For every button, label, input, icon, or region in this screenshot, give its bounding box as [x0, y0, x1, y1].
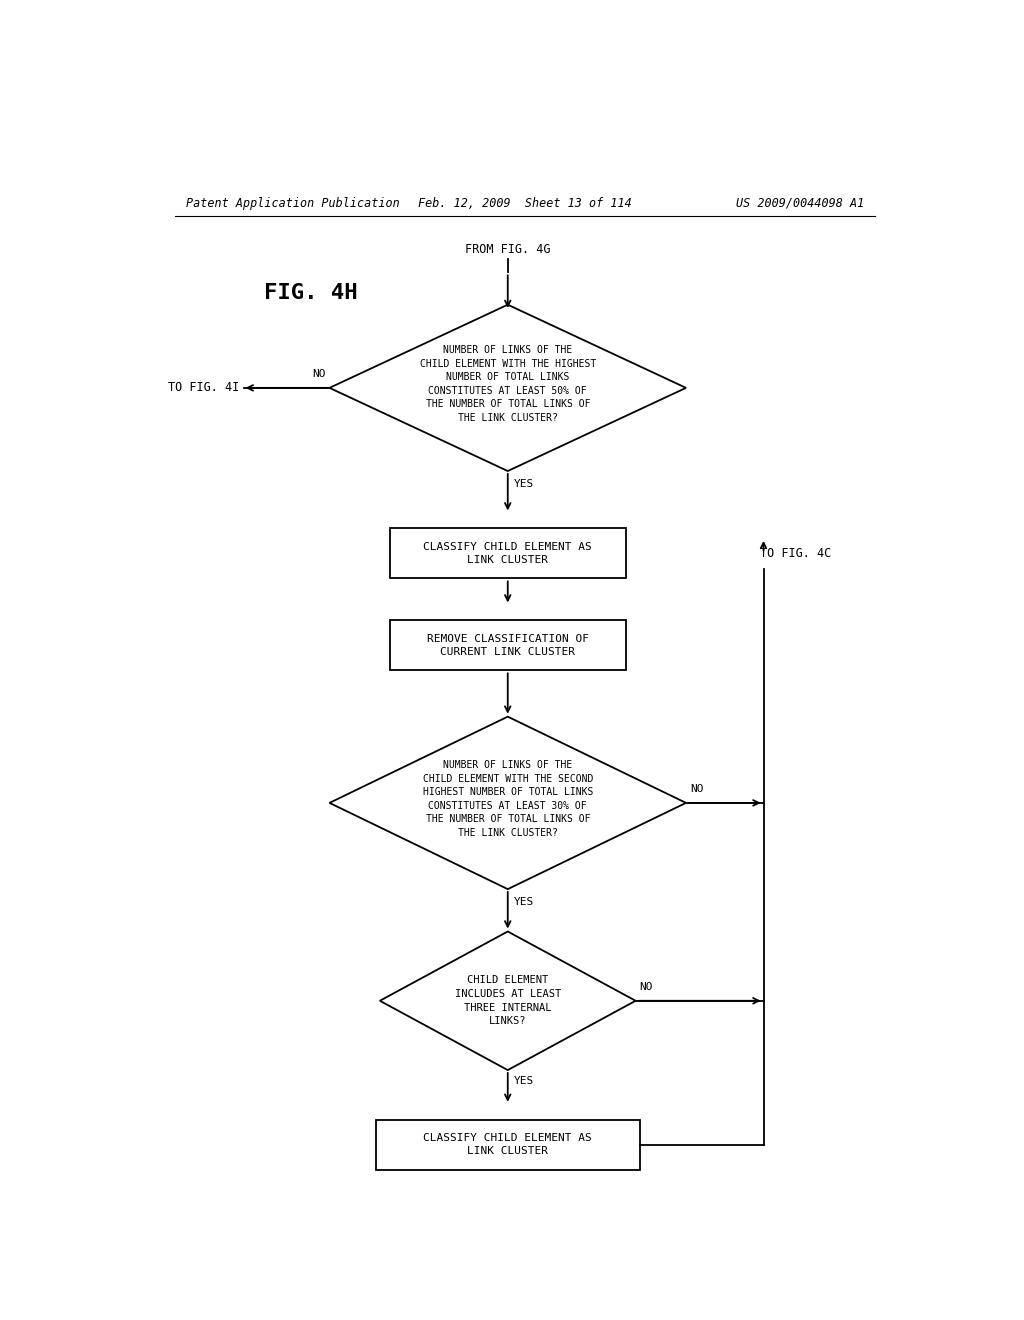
Text: CLASSIFY CHILD ELEMENT AS
LINK CLUSTER: CLASSIFY CHILD ELEMENT AS LINK CLUSTER [423, 541, 592, 565]
Text: REMOVE CLASSIFICATION OF
CURRENT LINK CLUSTER: REMOVE CLASSIFICATION OF CURRENT LINK CL… [427, 634, 589, 657]
Text: YES: YES [514, 896, 535, 907]
Text: FROM FIG. 4G: FROM FIG. 4G [465, 243, 551, 256]
Text: US 2009/0044098 A1: US 2009/0044098 A1 [736, 197, 864, 210]
Text: TO FIG. 4I: TO FIG. 4I [168, 381, 239, 395]
Text: CHILD ELEMENT
INCLUDES AT LEAST
THREE INTERNAL
LINKS?: CHILD ELEMENT INCLUDES AT LEAST THREE IN… [455, 975, 561, 1026]
Text: NUMBER OF LINKS OF THE
CHILD ELEMENT WITH THE SECOND
HIGHEST NUMBER OF TOTAL LIN: NUMBER OF LINKS OF THE CHILD ELEMENT WIT… [423, 760, 593, 838]
Text: CLASSIFY CHILD ELEMENT AS
LINK CLUSTER: CLASSIFY CHILD ELEMENT AS LINK CLUSTER [423, 1133, 592, 1156]
Text: NO: NO [690, 784, 703, 793]
Text: FIG. 4H: FIG. 4H [263, 284, 357, 304]
Text: YES: YES [514, 479, 535, 488]
Text: NUMBER OF LINKS OF THE
CHILD ELEMENT WITH THE HIGHEST
NUMBER OF TOTAL LINKS
CONS: NUMBER OF LINKS OF THE CHILD ELEMENT WIT… [420, 345, 596, 422]
Text: NO: NO [640, 982, 653, 991]
Text: Patent Application Publication: Patent Application Publication [186, 197, 400, 210]
Text: YES: YES [514, 1076, 535, 1086]
Text: NO: NO [312, 368, 326, 379]
Text: TO FIG. 4C: TO FIG. 4C [761, 546, 831, 560]
Text: Feb. 12, 2009  Sheet 13 of 114: Feb. 12, 2009 Sheet 13 of 114 [418, 197, 632, 210]
